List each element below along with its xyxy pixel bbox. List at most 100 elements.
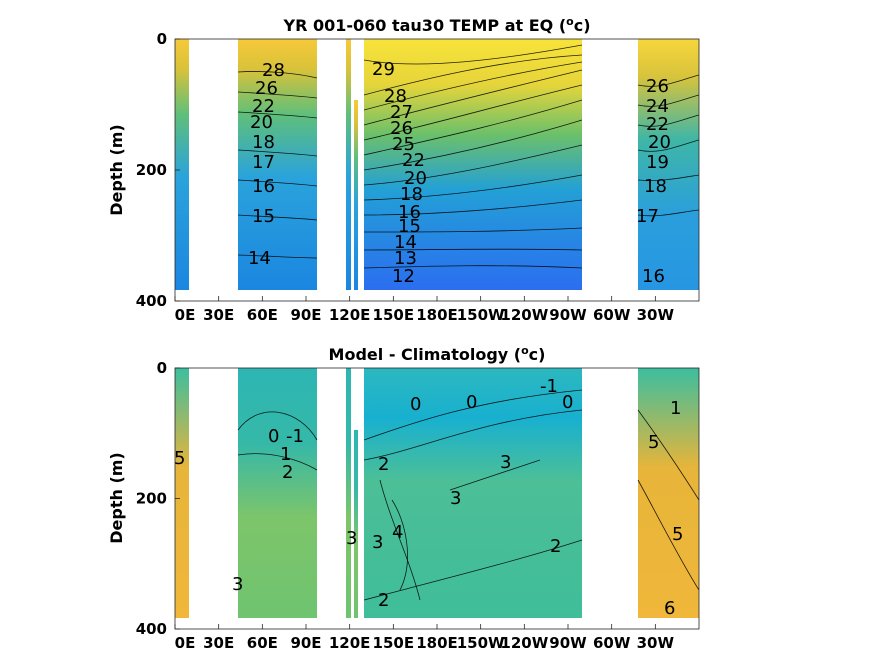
- y-tick-label: 0: [157, 359, 167, 377]
- data-region-indian: [238, 39, 317, 290]
- panel-temperature: 28 26 22 20 18 17 16 15 14 29 28 27 26 2…: [107, 15, 700, 324]
- data-region-atlantic: [638, 39, 699, 290]
- contour-label: 0: [410, 394, 421, 415]
- chart-title: YR 001-060 tau30 TEMP at EQ (oc): [282, 15, 590, 36]
- contour-label: 0: [562, 392, 573, 413]
- contour-label: 28: [384, 86, 407, 107]
- y-tick-label: 200: [136, 490, 167, 508]
- contour-label: 14: [394, 232, 417, 253]
- x-tick-label: 0E: [175, 634, 196, 652]
- chart-title: Model - Climatology (oc): [329, 344, 546, 365]
- x-tick-label: 0E: [175, 306, 196, 324]
- contour-label: 2: [378, 590, 389, 611]
- data-region-pacific: [364, 39, 582, 290]
- contour-label: 5: [648, 432, 659, 453]
- contour-labels: 28 26 22 20 18 17 16 15 14 29 28 27 26 2…: [248, 59, 671, 287]
- contour-label: 22: [252, 96, 275, 117]
- data-region-strip2: [354, 100, 358, 290]
- contour-label: 16: [252, 176, 275, 197]
- x-tick-label: 90W: [549, 306, 587, 324]
- x-tick-label: 60E: [247, 306, 278, 324]
- contour-lines: [237, 389, 700, 601]
- contour-label: 6: [664, 598, 675, 619]
- contour-label: -1: [540, 376, 558, 397]
- x-tick-label: 180E: [416, 634, 458, 652]
- contour-label: 26: [646, 76, 669, 97]
- x-tick-label: 120E: [329, 306, 371, 324]
- contour-label: 19: [646, 152, 669, 173]
- data-region-indian: [238, 368, 317, 618]
- contour-label: 14: [248, 248, 271, 269]
- contour-label: 3: [232, 574, 243, 595]
- y-tick-label: 400: [136, 292, 167, 310]
- contour-labels: 0 -1 1 2 5 3 0 0 -1 0 2 3 3 4 3 3 2 2 5 …: [174, 376, 683, 619]
- x-tick-label: 180E: [416, 306, 458, 324]
- contour-label: 16: [398, 202, 421, 223]
- contour-label: 1: [670, 398, 681, 419]
- contour-label: 26: [255, 78, 278, 99]
- contour-label: 22: [402, 150, 425, 171]
- x-tick-label: 90E: [290, 306, 321, 324]
- contour-label: 25: [392, 134, 415, 155]
- contour-label: 15: [252, 206, 275, 227]
- x-tick-label: 120W: [500, 306, 548, 324]
- contour-label: 24: [646, 96, 669, 117]
- x-tick-label: 30W: [637, 634, 675, 652]
- data-region-strip: [346, 39, 351, 290]
- contour-label: 2: [550, 536, 561, 557]
- x-tick-label: 30W: [637, 306, 675, 324]
- x-tick-label: 90E: [290, 634, 321, 652]
- contour-label: 18: [400, 184, 423, 205]
- contour-label: 15: [398, 216, 421, 237]
- contour-label: 20: [648, 132, 671, 153]
- contour-label: 29: [372, 59, 395, 80]
- contour-label: 12: [392, 266, 415, 287]
- data-region-atlantic: [638, 368, 699, 618]
- x-tick-label: 60W: [593, 634, 631, 652]
- data-region-west: [175, 368, 189, 618]
- contour-label: 26: [390, 118, 413, 139]
- contour-label: 0: [466, 392, 477, 413]
- data-region-strip: [346, 368, 351, 618]
- x-tick-label: 30E: [203, 306, 234, 324]
- x-tick-label: 30E: [203, 634, 234, 652]
- y-axis-label: Depth (m): [107, 124, 126, 216]
- y-axis-label: Depth (m): [107, 452, 126, 544]
- x-tick-label: 150E: [373, 306, 415, 324]
- contour-label: 27: [390, 102, 413, 123]
- y-tick-label: 200: [136, 161, 167, 179]
- contour-label: 18: [252, 132, 275, 153]
- data-region-west: [175, 39, 189, 290]
- y-tick-label: 400: [136, 620, 167, 638]
- contour-label: 18: [644, 176, 667, 197]
- contour-label: 4: [392, 522, 403, 543]
- contour-label: 3: [372, 532, 383, 553]
- data-region-pacific: [364, 368, 582, 618]
- x-tick-label: 60W: [593, 306, 631, 324]
- contour-label: 22: [646, 114, 669, 135]
- contour-label: 5: [174, 448, 185, 469]
- contour-label: 5: [672, 524, 683, 545]
- data-region-strip2: [354, 430, 358, 618]
- y-tick-label: 0: [157, 30, 167, 48]
- contour-label: 28: [262, 60, 285, 81]
- contour-label: 13: [394, 248, 417, 269]
- panel-anomaly: 0 -1 1 2 5 3 0 0 -1 0 2 3 3 4 3 3 2 2 5 …: [107, 344, 700, 652]
- contour-label: 16: [642, 266, 665, 287]
- contour-label: 3: [450, 488, 461, 509]
- x-tick-label: 60E: [247, 634, 278, 652]
- contour-label: 17: [636, 206, 659, 227]
- contour-label: 20: [404, 168, 427, 189]
- contour-label: 1: [280, 444, 291, 465]
- contour-label: 2: [282, 462, 293, 483]
- x-tick-label: 120E: [329, 634, 371, 652]
- contour-label: -1: [286, 426, 304, 447]
- contour-label: 0: [268, 426, 279, 447]
- contour-label: 17: [252, 152, 275, 173]
- x-tick-label: 90W: [549, 634, 587, 652]
- x-tick-label: 150E: [373, 634, 415, 652]
- contour-label: 3: [500, 452, 511, 473]
